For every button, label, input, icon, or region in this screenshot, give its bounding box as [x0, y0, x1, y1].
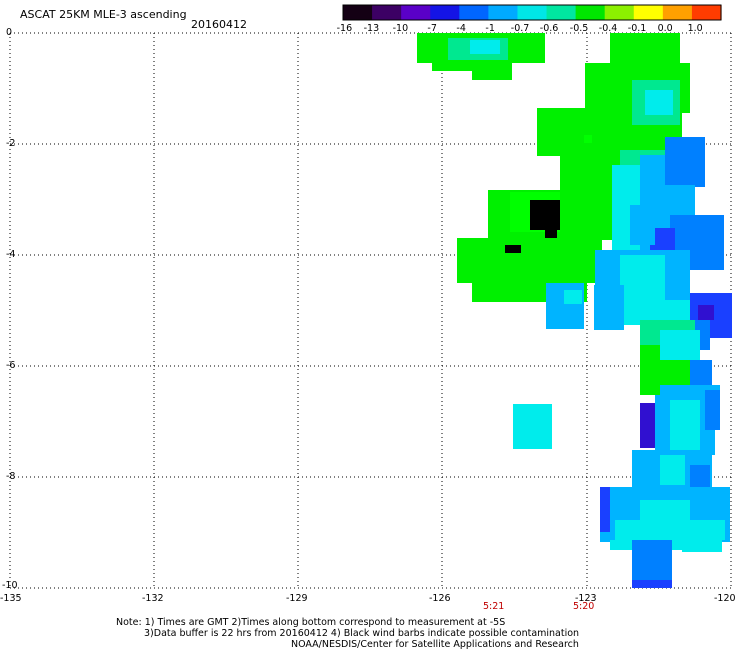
colorbar-swatch — [517, 5, 548, 20]
swath-cell — [630, 205, 655, 245]
time-label-520: 5:20 — [573, 601, 595, 612]
swath-cell — [660, 455, 685, 485]
colorbar-label: -0.4 — [598, 23, 618, 34]
colorbar-label: -0.5 — [569, 23, 589, 34]
swath-cell — [513, 404, 552, 449]
colorbar-swatch — [459, 5, 489, 20]
swath-cell — [645, 90, 673, 115]
colorbar-label: -13 — [363, 23, 380, 34]
swath-cell — [632, 580, 672, 588]
colorbar-label: 0.0 — [657, 23, 673, 34]
swath-cell — [545, 230, 557, 238]
colorbar-label: 1.0 — [687, 23, 703, 34]
y-tick-0: 0 — [6, 27, 13, 38]
colorbar-swatch — [401, 5, 431, 20]
note-line-3: NOAA/NESDIS/Center for Satellite Applica… — [291, 639, 579, 650]
colorbar-label: -0.6 — [539, 23, 559, 34]
colorbar-swatch — [691, 5, 722, 20]
swath-cell — [665, 137, 705, 187]
swath-cell — [660, 330, 700, 360]
y-tick-10: -10 — [2, 580, 18, 591]
swath-cell — [457, 238, 602, 283]
colorbar-label: -7 — [427, 23, 437, 34]
colorbar-label: -0.1 — [627, 23, 647, 34]
x-tick-126: -126 — [429, 593, 451, 604]
colorbar-swatch — [372, 5, 402, 20]
grid-lines — [9, 32, 732, 589]
swath-cell — [610, 33, 680, 63]
colorbar-label: -10 — [392, 23, 409, 34]
x-tick-132: -132 — [142, 593, 164, 604]
map-date: 20160412 — [191, 18, 247, 31]
colorbar-swatch — [546, 5, 577, 20]
colorbar-label: -1 — [485, 23, 495, 34]
colorbar — [342, 4, 722, 21]
swath-cell — [470, 40, 500, 54]
colorbar-swatch — [343, 5, 373, 20]
swath-cell — [705, 390, 720, 430]
swath-cell — [472, 70, 512, 80]
y-tick-6: -6 — [6, 360, 16, 371]
colorbar-swatch — [604, 5, 635, 20]
colorbar-label: -4 — [456, 23, 466, 34]
colorbar-swatch — [430, 5, 460, 20]
y-tick-8: -8 — [6, 471, 16, 482]
swath-cell — [615, 520, 725, 540]
colorbar-swatch — [488, 5, 519, 20]
note-line-2: 3)Data buffer is 22 hrs from 20160412 4)… — [144, 628, 580, 639]
colorbar-label: -16 — [336, 23, 353, 34]
swath-cell — [564, 290, 582, 304]
swath-cell — [432, 63, 512, 71]
note-line-1: Note: 1) Times are GMT 2)Times along bot… — [116, 617, 506, 628]
swath-cell — [546, 283, 584, 329]
swath-cell — [698, 305, 714, 320]
swath-cell — [660, 185, 695, 220]
swath-cell — [690, 360, 712, 390]
colorbar-label: -0.7 — [510, 23, 530, 34]
swath-cell — [682, 540, 722, 552]
x-tick-135: -135 — [0, 593, 22, 604]
swath-cell — [584, 135, 592, 143]
x-tick-123: -123 — [575, 593, 597, 604]
map-title: ASCAT 25KM MLE-3 ascending — [20, 8, 187, 21]
colorbar-swatch — [662, 5, 693, 20]
swath-cell — [632, 540, 672, 585]
swath-cell — [670, 400, 700, 450]
x-tick-129: -129 — [286, 593, 308, 604]
time-label-521: 5:21 — [483, 601, 505, 612]
colorbar-swatch — [633, 5, 664, 20]
swath-cell — [505, 245, 521, 253]
y-tick-4: -4 — [6, 249, 16, 260]
swath-cell — [600, 487, 610, 532]
y-tick-2: -2 — [6, 138, 16, 149]
x-tick-120: -120 — [714, 593, 736, 604]
colorbar-swatch — [575, 5, 606, 20]
colorbar-frame — [342, 4, 722, 21]
swath-cell — [594, 285, 624, 330]
swath-cell — [530, 200, 560, 230]
wind-data-field — [417, 33, 732, 588]
